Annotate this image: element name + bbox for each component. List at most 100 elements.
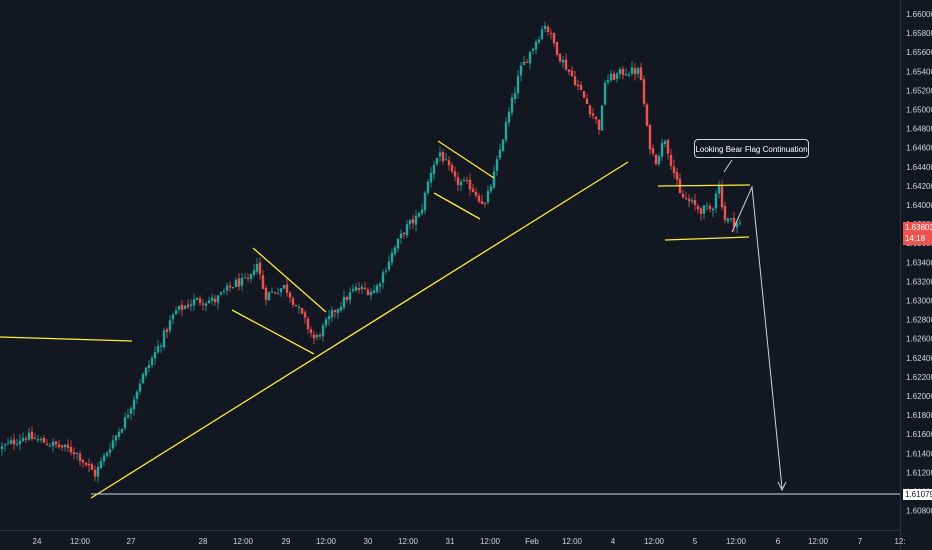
candle-body — [489, 186, 493, 192]
candle — [270, 287, 274, 293]
candle-body — [606, 80, 610, 83]
candle-body — [321, 325, 325, 337]
candle-body — [393, 247, 397, 255]
candle-body — [15, 443, 19, 445]
candle — [651, 144, 655, 157]
candle-body — [63, 444, 67, 448]
candle-body — [591, 113, 595, 116]
candle-body — [588, 105, 592, 115]
candle — [321, 322, 325, 342]
candle — [534, 39, 538, 55]
candle — [168, 315, 172, 334]
candle — [630, 60, 634, 76]
candle-body — [360, 286, 364, 290]
candle — [15, 438, 19, 447]
candle — [729, 217, 733, 223]
candle-body — [546, 26, 550, 32]
candle — [240, 273, 244, 292]
candle-body — [585, 98, 589, 105]
candle — [582, 90, 586, 99]
candle — [57, 440, 61, 449]
candle-body — [537, 39, 541, 43]
candle — [72, 447, 76, 460]
candle — [585, 93, 589, 105]
candle-body — [576, 84, 580, 86]
x-tick-label: 12:00 — [398, 537, 419, 546]
candle-body — [39, 439, 43, 441]
candle-body — [237, 278, 241, 287]
candle-body — [225, 285, 229, 291]
candle — [150, 355, 154, 369]
candle — [441, 148, 445, 165]
current-price-value: 1.63803 — [905, 223, 932, 232]
candle-body — [297, 307, 301, 309]
candle-body — [231, 287, 235, 289]
candle-body — [486, 190, 490, 203]
annotation-callout[interactable]: Looking Bear Flag Continuation — [694, 139, 809, 158]
candle — [363, 281, 367, 291]
candle — [513, 86, 517, 104]
candle-body — [369, 291, 373, 296]
candle — [387, 255, 391, 272]
candle-body — [657, 156, 661, 165]
candle-body — [93, 469, 97, 477]
candle-body — [87, 463, 91, 466]
flag1-upper — [252, 247, 327, 313]
candle-body — [396, 238, 400, 249]
candle — [549, 28, 553, 40]
candle — [198, 295, 202, 307]
candle — [345, 295, 349, 303]
candle-body — [207, 300, 211, 304]
x-tick-label: 12:00 — [316, 537, 337, 546]
candle — [609, 69, 613, 83]
candle-body — [528, 51, 532, 64]
candle-body — [243, 277, 247, 279]
candle — [360, 283, 364, 295]
candle-body — [525, 61, 529, 63]
candle-body — [66, 444, 70, 448]
candle — [180, 299, 184, 317]
candle-body — [651, 148, 655, 154]
candle-body — [636, 68, 640, 74]
candle-body — [219, 292, 223, 295]
candle — [318, 332, 322, 340]
candle — [30, 426, 34, 441]
candle-body — [120, 428, 124, 433]
candle — [315, 332, 319, 341]
candle-body — [480, 201, 484, 204]
candle — [153, 345, 157, 365]
candle-body — [630, 67, 634, 74]
candle — [426, 178, 430, 196]
candle-body — [522, 61, 526, 66]
candle — [540, 25, 544, 41]
candle-body — [540, 29, 544, 40]
candle — [177, 305, 181, 315]
candle-body — [153, 352, 157, 359]
candle — [39, 436, 43, 443]
candle-body — [30, 431, 34, 439]
candle-body — [312, 334, 316, 339]
candle — [192, 293, 196, 311]
candle — [186, 299, 190, 309]
candle — [600, 105, 604, 131]
candle-body — [531, 48, 535, 51]
candle — [231, 286, 235, 290]
y-tick-label: 1.62600 — [906, 335, 932, 344]
drawings — [0, 140, 900, 499]
candle-body — [498, 149, 502, 158]
candle — [675, 168, 679, 186]
candle-body — [372, 290, 376, 294]
candle — [489, 184, 493, 194]
candle — [639, 62, 643, 81]
x-tick-label: 4 — [611, 537, 616, 546]
x-tick-label: 6 — [776, 537, 781, 546]
candle — [333, 309, 337, 318]
candle-body — [681, 193, 685, 198]
candle — [405, 220, 409, 238]
candle-body — [27, 432, 31, 440]
x-tick-label: Feb — [525, 537, 539, 546]
candle-body — [561, 60, 565, 63]
candle — [414, 210, 418, 232]
support-line-left — [0, 336, 133, 342]
candle-body — [138, 383, 142, 392]
